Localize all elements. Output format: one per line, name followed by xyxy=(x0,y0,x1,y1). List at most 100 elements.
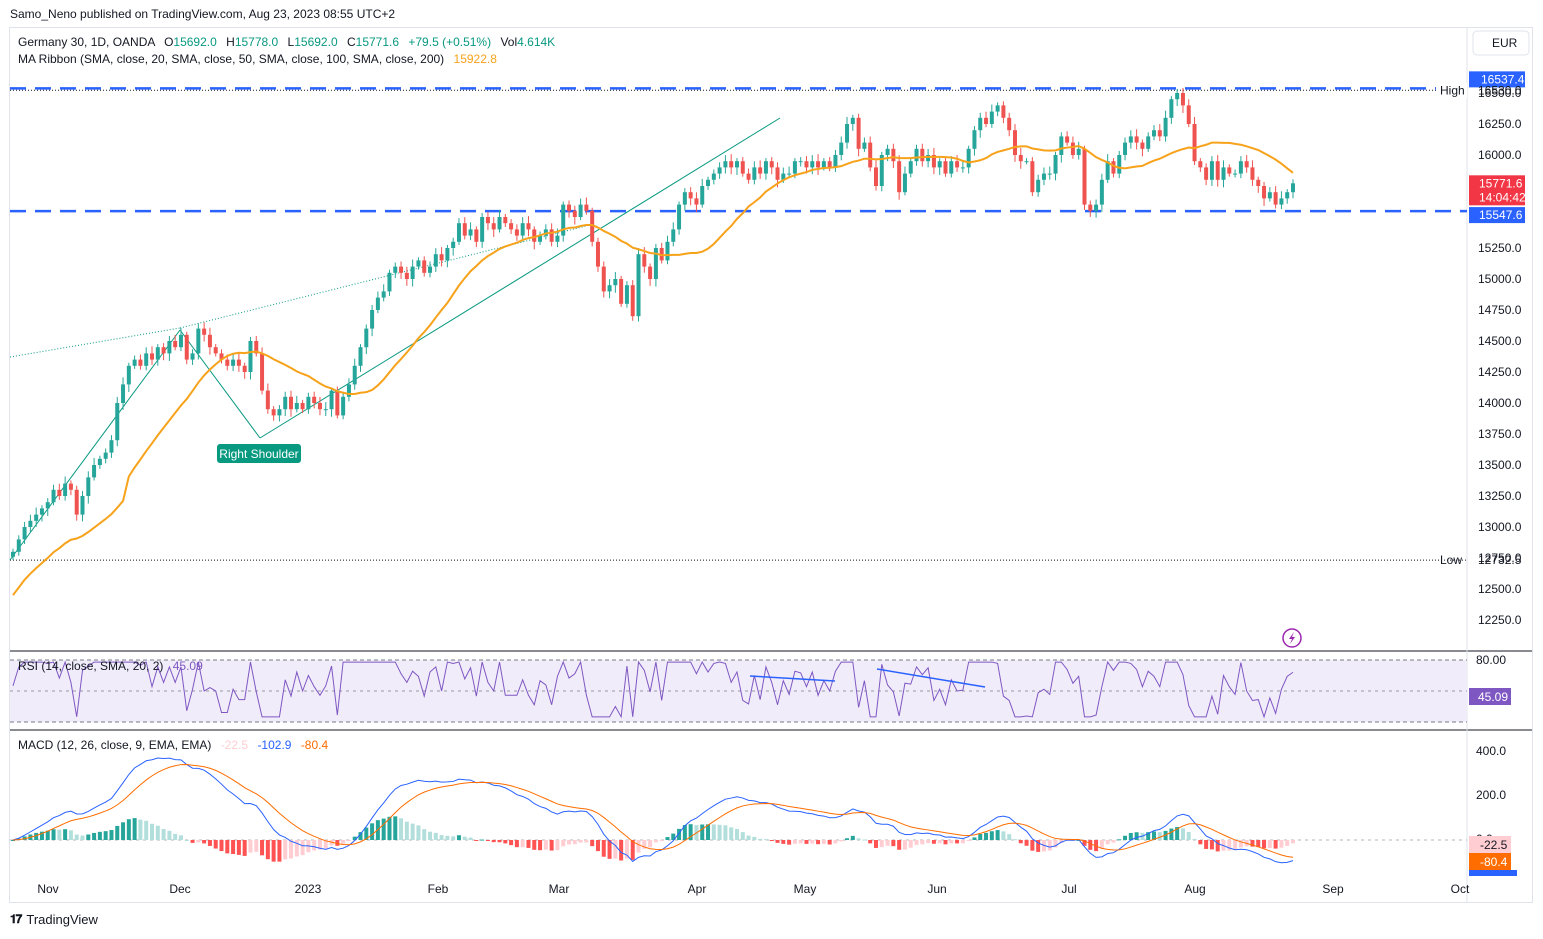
macd-hist-bar xyxy=(144,820,149,840)
macd-legend[interactable]: MACD (12, 26, close, 9, EMA, EMA) -22.5 … xyxy=(18,738,328,752)
candle-body xyxy=(642,254,647,267)
macd-hist-bar xyxy=(335,840,340,846)
candle-body xyxy=(86,477,91,496)
candle-body xyxy=(1140,142,1145,149)
candle-body xyxy=(937,161,942,168)
ma-ribbon-line[interactable] xyxy=(12,141,1294,596)
candle-body xyxy=(190,353,195,360)
candle-body xyxy=(624,285,629,304)
trendline[interactable] xyxy=(259,117,781,439)
macd-hist-bar xyxy=(34,832,39,840)
candle-body xyxy=(856,117,861,149)
candle-body xyxy=(966,148,971,168)
candle-body xyxy=(1209,161,1214,180)
macd-hist-bar xyxy=(781,840,786,844)
macd-hist-bar xyxy=(810,840,815,844)
macd-hist-bar xyxy=(410,823,415,840)
high-value: 16530.0 xyxy=(1478,83,1522,97)
candle-body xyxy=(514,229,519,236)
macd-hist-bar xyxy=(543,840,548,850)
macd-hist-bar xyxy=(671,833,676,840)
macd-hist-bar xyxy=(595,840,600,852)
macd-hist-bar xyxy=(845,838,850,840)
price-tick: 12500.0 xyxy=(1478,582,1522,596)
macd-hist-bar xyxy=(1279,840,1284,848)
rsi-legend[interactable]: RSI (14, close, SMA, 20, 2) 45.09 xyxy=(18,659,203,673)
candle-body xyxy=(184,334,189,360)
footer-brand[interactable]: 𝟏𝟕 TradingView xyxy=(10,912,98,927)
candle-body xyxy=(300,403,305,410)
macd-hist-bar xyxy=(92,832,97,840)
candle-body xyxy=(329,390,334,410)
macd-hist-bar xyxy=(242,840,247,856)
candle-body xyxy=(115,403,120,441)
low-label: Low xyxy=(1440,553,1462,567)
macd-signal-line[interactable] xyxy=(12,764,1294,858)
macd-hist-bar xyxy=(1227,840,1232,851)
candle-body xyxy=(242,365,247,372)
macd-hist-bar xyxy=(416,825,421,840)
macd-hist-bar xyxy=(769,840,774,841)
legend-ma-ribbon[interactable]: MA Ribbon (SMA, close, 20, SMA, close, 5… xyxy=(18,52,497,66)
macd-hist-bar xyxy=(202,840,207,844)
macd-hist-bar xyxy=(752,836,757,840)
macd-hist-bar xyxy=(740,832,745,840)
legend-symbol[interactable]: Germany 30, 1D, OANDA O15692.0 H15778.0 … xyxy=(18,35,555,49)
rsi-divergence-line[interactable] xyxy=(749,675,836,682)
candle-body xyxy=(717,167,722,174)
price-tick: 15000.0 xyxy=(1478,272,1522,286)
rsi-polyline[interactable] xyxy=(12,660,1294,719)
price-tick: 13750.0 xyxy=(1478,427,1522,441)
macd-hist-bar xyxy=(873,840,878,848)
macd-hist-bar xyxy=(126,819,131,840)
macd-hist-bar xyxy=(1175,827,1180,840)
macd-hist-bar xyxy=(648,840,653,848)
macd-hist-bar xyxy=(491,840,496,843)
candle-body xyxy=(630,285,635,317)
macd-hist-bar xyxy=(706,824,711,840)
candle-body xyxy=(648,266,653,279)
trendline[interactable] xyxy=(179,224,591,329)
macd-hist-bar xyxy=(509,840,514,846)
macd-hist-bar xyxy=(972,837,977,840)
candle-body xyxy=(706,179,711,186)
macd-hist-bar xyxy=(1215,840,1220,852)
macd-hist-bar xyxy=(497,840,502,843)
candle-body xyxy=(1198,161,1203,168)
candle-body xyxy=(358,347,363,366)
rsi-divergence-line[interactable] xyxy=(876,668,986,688)
macd-line[interactable] xyxy=(12,757,1294,864)
chart-frame xyxy=(9,27,1533,903)
candle-body xyxy=(317,403,322,410)
macd-hist-bar xyxy=(1256,840,1261,848)
candle-body xyxy=(810,161,815,168)
horizontal-levels xyxy=(10,87,1467,561)
currency-button[interactable] xyxy=(1472,30,1530,56)
price-tick: 15250.0 xyxy=(1478,241,1522,255)
macd-hist-bar xyxy=(636,840,641,853)
macd-hist-bar xyxy=(734,828,739,840)
candle-body xyxy=(613,279,618,286)
candle-body xyxy=(173,341,178,348)
candle-body xyxy=(1238,161,1243,174)
candle-body xyxy=(1186,105,1191,124)
macd-hist-bar xyxy=(567,840,572,845)
candle-body xyxy=(34,514,39,521)
macd-hist-bar xyxy=(155,825,160,840)
trendline[interactable] xyxy=(179,329,261,439)
right-shoulder-annotation[interactable] xyxy=(217,444,301,463)
candle-body xyxy=(763,161,768,174)
trendline[interactable] xyxy=(9,329,181,561)
candle-body xyxy=(520,223,525,236)
trendlines xyxy=(9,117,781,561)
macd-hist-bar xyxy=(207,840,212,846)
trendline[interactable] xyxy=(9,327,181,358)
candle-body xyxy=(1123,142,1128,155)
candle-body xyxy=(1250,167,1255,180)
macd-hist-bar xyxy=(428,831,433,840)
candle-body xyxy=(1030,161,1035,193)
macd-hist-bar xyxy=(931,840,936,844)
candle-body xyxy=(873,167,878,186)
macd-hist-bar xyxy=(1273,840,1278,849)
